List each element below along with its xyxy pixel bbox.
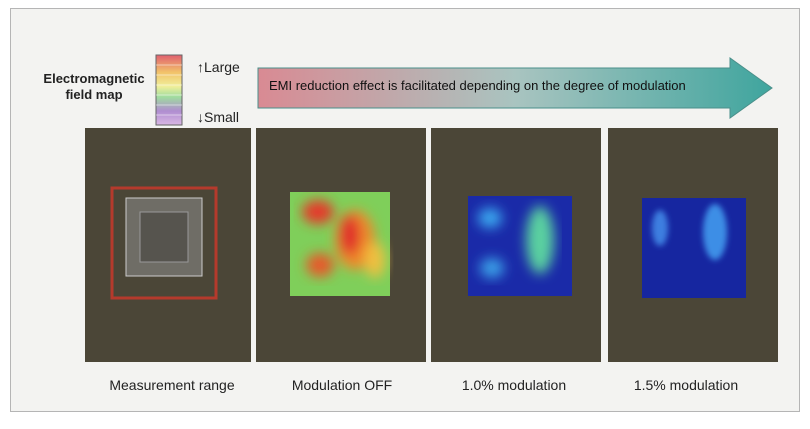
panel-images xyxy=(85,128,778,362)
legend-colorbar xyxy=(156,55,182,125)
arrow-text: EMI reduction effect is facilitated depe… xyxy=(269,78,686,93)
illustration xyxy=(0,0,810,429)
